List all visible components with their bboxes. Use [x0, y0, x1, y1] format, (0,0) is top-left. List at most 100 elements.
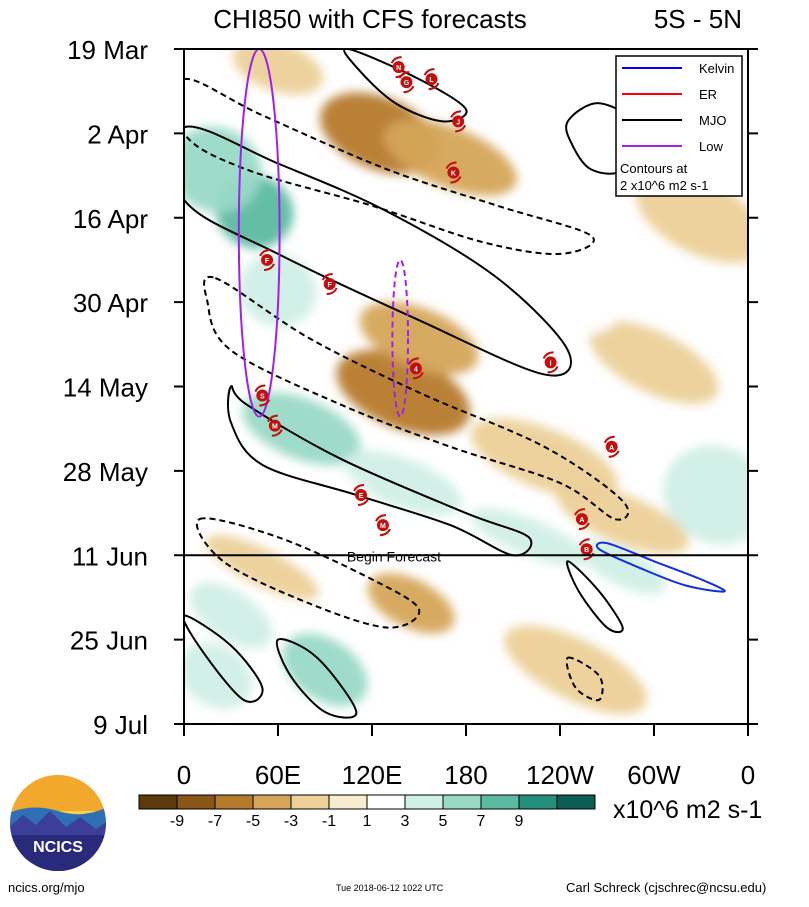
y-tick-label: 30 Apr	[73, 288, 149, 318]
forecast-start-layer: Begin Forecast	[184, 548, 748, 564]
y-tick-label: 28 May	[63, 457, 148, 487]
storm-marker: F	[259, 248, 275, 271]
x-tick-label: 60W	[627, 760, 681, 790]
y-axis: 19 Mar 2 Apr 16 Apr 30 Apr 14 May 28 May 11 Ju…	[63, 35, 758, 740]
colorbar-label: -3	[284, 813, 298, 830]
x-tick-label: 120E	[342, 760, 403, 790]
anomaly-blob	[242, 392, 361, 466]
storm-marker: I	[542, 351, 559, 374]
mjo-contour	[566, 560, 624, 634]
storm-marker-label: G	[404, 80, 410, 87]
anomaly-blob	[504, 625, 648, 714]
legend-label: Kelvin	[699, 61, 734, 76]
storm-marker: G	[398, 71, 415, 94]
ncics-logo: NCICS	[10, 775, 106, 871]
chart-region-label: 5S - 5N	[654, 4, 742, 34]
storm-marker: B	[578, 538, 595, 561]
storm-marker-label: F	[328, 282, 333, 289]
colorbar-cell	[138, 794, 178, 810]
legend: Kelvin ER MJO Low Contours at 2 x10^6 m2 s-1	[615, 55, 743, 197]
mjo-contour	[275, 638, 358, 719]
storm-marker: A	[574, 508, 590, 531]
y-tick-label: 25 Jun	[70, 626, 148, 656]
anomaly-blob	[470, 418, 618, 500]
storm-marker-label: 4	[414, 366, 418, 373]
legend-note-line2: 2 x10^6 m2 s-1	[620, 178, 708, 193]
chi850-hovmoller-chart: CHI850 with CFS forecasts 5S - 5N N G L J K F…	[63, 4, 763, 830]
y-tick-label: 2 Apr	[87, 119, 148, 149]
storm-marker-label: S	[260, 394, 265, 401]
legend-label: ER	[699, 87, 717, 102]
storm-marker: S	[254, 384, 271, 407]
storm-marker: E	[353, 483, 369, 506]
colorbar: -9 -7 -5 -3 -1 1 3 5 7 9 x10^6 m2 s-1	[138, 794, 762, 830]
storm-marker: F	[321, 273, 338, 296]
storm-marker: 4	[407, 357, 424, 380]
storm-marker-label: A	[609, 445, 614, 452]
footer-url[interactable]: ncics.org/mjo	[8, 880, 85, 895]
legend-box	[615, 55, 743, 197]
storm-marker: A	[603, 435, 620, 458]
legend-label: MJO	[699, 113, 726, 128]
storm-marker: M	[375, 514, 391, 537]
storm-marker: K	[445, 161, 462, 184]
y-tick-label: 14 May	[63, 373, 148, 403]
storm-marker-label: M	[380, 523, 386, 530]
x-tick-label: 120W	[526, 760, 594, 790]
colorbar-label: -5	[246, 813, 260, 830]
colorbar-cell	[480, 794, 520, 810]
y-tick-label: 11 Jun	[72, 541, 148, 571]
x-tick-label: 0	[177, 760, 191, 790]
colorbar-units: x10^6 m2 s-1	[613, 796, 762, 824]
anomaly-blob	[470, 245, 619, 335]
kelvin-contour	[595, 541, 726, 593]
colorbar-label: -9	[170, 813, 184, 830]
colorbar-label: 9	[515, 813, 524, 830]
colorbar-cell	[404, 794, 444, 810]
colorbar-cell	[214, 794, 254, 810]
mjo-contour	[184, 78, 595, 256]
y-tick-label: 16 Apr	[73, 204, 149, 234]
anomaly-blob	[189, 582, 273, 649]
colorbar-cell	[366, 794, 406, 810]
storm-marker-label: L	[429, 77, 434, 84]
colorbar-label: -1	[322, 813, 336, 830]
anomaly-field	[184, 49, 748, 714]
colorbar-label: 5	[439, 813, 448, 830]
anomaly-blob	[282, 633, 368, 706]
colorbar-label: 3	[401, 813, 410, 830]
anomaly-blob	[359, 301, 479, 375]
y-tick-label: 9 Jul	[93, 710, 148, 740]
anomaly-blob	[556, 484, 689, 554]
legend-label: Low	[699, 139, 723, 154]
storm-marker: L	[423, 68, 440, 91]
colorbar-label: -7	[208, 813, 222, 830]
storm-marker-label: K	[451, 171, 456, 178]
storm-marker-label: M	[272, 424, 278, 431]
mjo-contour	[565, 656, 604, 702]
storm-marker-label: J	[456, 119, 460, 126]
mjo-contour	[343, 49, 468, 123]
anomaly-blob	[579, 540, 666, 594]
colorbar-cell	[290, 794, 330, 810]
x-axis: 0 60E 120E 180 120W 60W 0	[177, 724, 755, 790]
storm-marker: M	[266, 414, 283, 437]
storm-marker-label: E	[359, 493, 364, 500]
anomaly-blob	[663, 445, 748, 545]
storm-marker-label: A	[579, 517, 584, 524]
storm-marker: J	[450, 110, 467, 133]
anomaly-blob	[589, 320, 719, 404]
colorbar-cell	[176, 794, 216, 810]
colorbar-cell	[328, 794, 368, 810]
legend-note-line1: Contours at	[620, 161, 688, 176]
colorbar-cell	[442, 794, 482, 810]
mjo-contour	[195, 517, 421, 629]
x-tick-label: 60E	[255, 760, 301, 790]
storm-marker-label: I	[550, 360, 552, 367]
footer-timestamp: Tue 2018-06-12 1022 UTC	[336, 883, 444, 893]
x-tick-label: 180	[444, 760, 487, 790]
anomaly-blob	[205, 534, 319, 600]
storm-marker-layer: N G L J K F F 4 I S M A E M A B	[254, 56, 620, 561]
colorbar-label: 7	[477, 813, 486, 830]
x-tick-label: 0	[741, 760, 755, 790]
